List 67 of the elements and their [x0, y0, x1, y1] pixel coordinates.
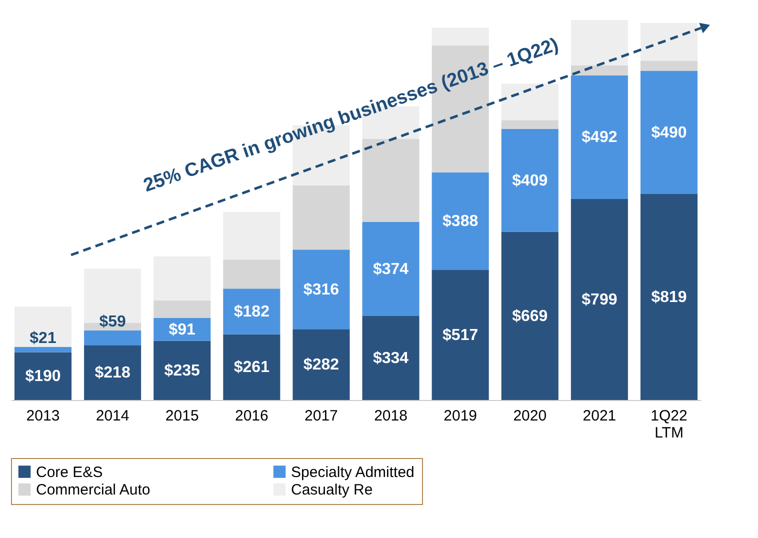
data-label: $669 — [512, 308, 548, 325]
x-tick-label: 2014 — [96, 408, 130, 424]
data-label: $409 — [512, 172, 548, 190]
bar — [84, 345, 142, 400]
data-label: $490 — [651, 124, 687, 142]
bar — [570, 75, 628, 200]
data-label: $799 — [582, 292, 618, 309]
bar — [223, 260, 280, 289]
bar — [223, 288, 280, 334]
bar — [640, 70, 698, 194]
data-label: $21 — [30, 330, 56, 347]
x-tick-label: 2021 — [582, 408, 616, 424]
bar — [223, 212, 280, 260]
bar — [362, 138, 420, 222]
data-label: $819 — [651, 289, 687, 306]
bar — [501, 84, 558, 120]
data-label: $261 — [234, 359, 270, 376]
x-tick-label: 2015 — [165, 408, 199, 424]
data-label: $91 — [168, 321, 196, 338]
data-label: $235 — [164, 362, 200, 380]
bar — [570, 65, 628, 76]
bar — [362, 222, 420, 316]
legend-label: Casualty Re — [291, 482, 373, 498]
bar — [14, 306, 72, 347]
bar — [501, 128, 558, 232]
x-tick-label: 2018 — [374, 408, 408, 424]
x-tick-label: 1Q22 LTM — [650, 408, 688, 442]
bar — [570, 199, 628, 400]
bar — [14, 352, 72, 400]
bar — [154, 300, 211, 318]
bar — [432, 270, 489, 400]
bar — [501, 120, 558, 129]
bar — [570, 20, 628, 66]
data-label: $492 — [582, 129, 618, 146]
data-label: $316 — [303, 281, 340, 298]
bar — [432, 28, 489, 46]
bar — [84, 330, 142, 346]
data-label: $282 — [303, 356, 340, 374]
bar — [362, 316, 420, 400]
bar — [292, 329, 350, 400]
bar — [292, 250, 350, 330]
data-label: $517 — [442, 326, 478, 344]
data-label: $374 — [372, 260, 409, 278]
bar — [14, 346, 72, 352]
data-label: $59 — [99, 313, 126, 330]
legend-label: Core E&S — [36, 464, 103, 481]
x-tick-label: 2016 — [234, 408, 268, 424]
data-label: $388 — [442, 213, 478, 230]
bar — [432, 172, 489, 270]
bar — [640, 194, 698, 400]
legend-label: Specialty Admitted — [291, 464, 414, 481]
x-tick-label: 2020 — [513, 408, 547, 424]
data-label: $334 — [372, 350, 409, 367]
bar — [154, 256, 211, 300]
data-label: $182 — [234, 303, 270, 320]
legend-label: Commercial Auto — [36, 482, 150, 498]
data-label: $218 — [94, 364, 130, 382]
x-tick-label: 2019 — [444, 408, 478, 424]
data-label: $190 — [25, 368, 61, 386]
x-tick-label: 2013 — [26, 408, 60, 424]
bar — [223, 334, 280, 400]
bar — [640, 60, 698, 71]
bar — [640, 23, 698, 61]
bar — [154, 340, 211, 400]
bar — [501, 232, 558, 400]
bar — [292, 185, 350, 250]
x-tick-label: 2017 — [304, 408, 338, 424]
